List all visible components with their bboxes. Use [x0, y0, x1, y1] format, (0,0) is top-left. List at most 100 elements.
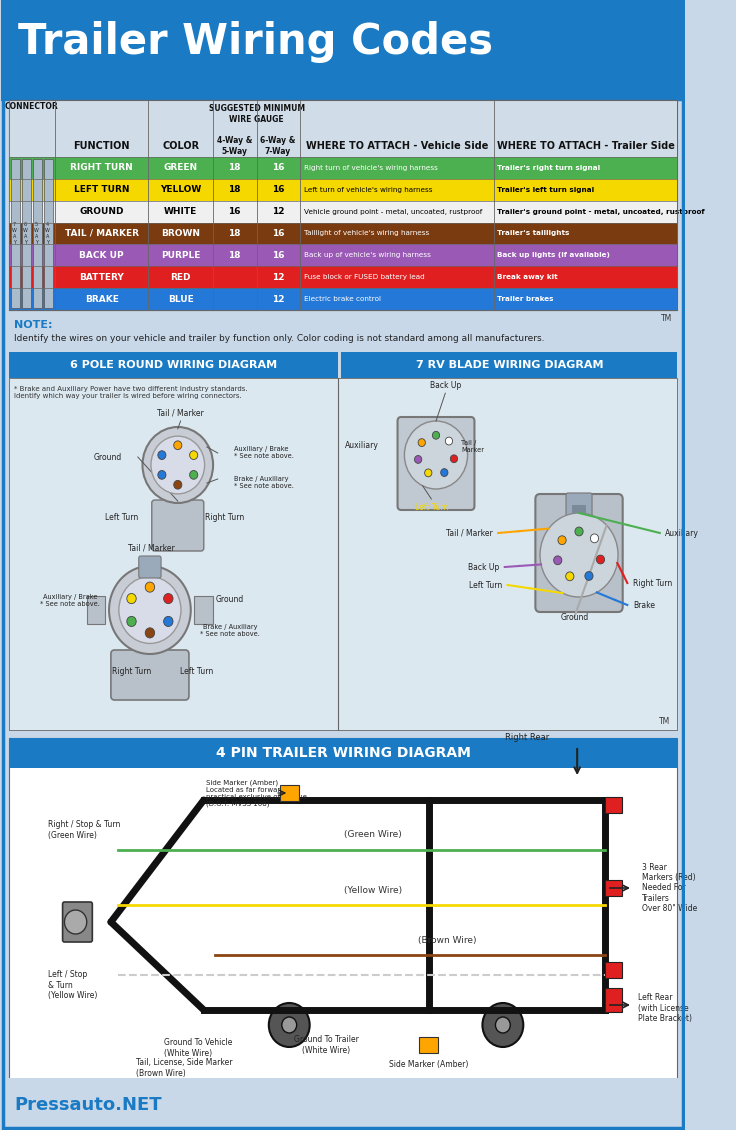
- Text: RED: RED: [170, 272, 191, 281]
- Text: 18: 18: [228, 251, 241, 260]
- Text: Tail / Marker: Tail / Marker: [128, 544, 175, 553]
- Circle shape: [158, 470, 166, 479]
- Text: Ground: Ground: [560, 612, 589, 622]
- Text: Identify the wires on your vehicle and trailer by function only. Color coding is: Identify the wires on your vehicle and t…: [14, 334, 545, 344]
- Text: Fuse block or FUSED battery lead: Fuse block or FUSED battery lead: [304, 275, 425, 280]
- FancyBboxPatch shape: [139, 556, 161, 579]
- Circle shape: [590, 534, 598, 542]
- Text: (Brown Wire): (Brown Wire): [418, 936, 476, 945]
- Circle shape: [145, 628, 155, 638]
- Text: LEFT TURN: LEFT TURN: [74, 185, 130, 194]
- Text: 7
W
A
Y: 7 W A Y: [12, 223, 17, 245]
- Circle shape: [558, 536, 566, 545]
- Text: 18: 18: [228, 164, 241, 173]
- Text: Left Turn: Left Turn: [414, 503, 448, 512]
- Bar: [9, 99, 678, 134]
- Bar: [280, 785, 299, 801]
- Text: Trailer's ground point - metal, uncoated, rustproof: Trailer's ground point - metal, uncoated…: [498, 209, 705, 215]
- Circle shape: [65, 910, 87, 935]
- Bar: [572, 505, 587, 513]
- Text: Ground To Trailer
(White Wire): Ground To Trailer (White Wire): [294, 1035, 359, 1054]
- Text: PURPLE: PURPLE: [161, 251, 200, 260]
- Bar: [1, 0, 685, 99]
- Bar: [10, 159, 20, 308]
- Bar: [9, 201, 678, 223]
- Circle shape: [118, 576, 181, 643]
- Bar: [9, 244, 678, 267]
- Circle shape: [450, 455, 458, 462]
- Text: Side Marker (Amber): Side Marker (Amber): [389, 1060, 468, 1069]
- Bar: [22, 159, 31, 308]
- Bar: [342, 353, 678, 379]
- FancyBboxPatch shape: [566, 493, 592, 519]
- Circle shape: [425, 469, 432, 477]
- Circle shape: [143, 427, 213, 503]
- Text: 18: 18: [228, 185, 241, 194]
- Bar: [9, 223, 678, 244]
- Bar: [605, 797, 622, 812]
- Text: Trailer brakes: Trailer brakes: [498, 296, 553, 302]
- Circle shape: [432, 432, 439, 440]
- Text: BACK UP: BACK UP: [79, 251, 124, 260]
- Text: Auxiliary: Auxiliary: [665, 529, 699, 538]
- Text: Brake / Auxiliary
* See note above.: Brake / Auxiliary * See note above.: [200, 624, 260, 636]
- Text: Right / Stop & Turn
(Green Wire): Right / Stop & Turn (Green Wire): [48, 820, 120, 840]
- Text: Ground To Vehicle
(White Wire): Ground To Vehicle (White Wire): [164, 1038, 233, 1058]
- Circle shape: [190, 470, 198, 479]
- Text: Left / Stop
& Turn
(Yellow Wire): Left / Stop & Turn (Yellow Wire): [48, 970, 97, 1000]
- Text: 4 PIN TRAILER WIRING DIAGRAM: 4 PIN TRAILER WIRING DIAGRAM: [216, 746, 470, 760]
- Text: GREEN: GREEN: [163, 164, 198, 173]
- Text: 6-Way &
7-Way: 6-Way & 7-Way: [261, 137, 296, 156]
- Circle shape: [269, 1003, 310, 1048]
- Text: BRAKE: BRAKE: [85, 295, 118, 304]
- Text: WHITE: WHITE: [164, 207, 197, 216]
- Bar: [33, 159, 42, 308]
- Circle shape: [495, 1017, 510, 1033]
- Circle shape: [414, 455, 422, 463]
- Text: Auxiliary: Auxiliary: [344, 441, 378, 450]
- FancyBboxPatch shape: [397, 417, 475, 510]
- Circle shape: [163, 593, 173, 603]
- Text: 12: 12: [272, 272, 284, 281]
- Text: Right Turn: Right Turn: [633, 579, 672, 588]
- Bar: [605, 880, 622, 896]
- Text: BROWN: BROWN: [161, 229, 200, 238]
- Bar: [44, 159, 53, 308]
- Text: 4-Way &
5-Way: 4-Way & 5-Way: [216, 137, 252, 156]
- Text: Auxiliary / Brake
* See note above.: Auxiliary / Brake * See note above.: [233, 446, 294, 460]
- Text: Right Turn: Right Turn: [112, 668, 151, 677]
- Text: Right turn of vehicle's wiring harness: Right turn of vehicle's wiring harness: [304, 165, 438, 171]
- Bar: [194, 596, 213, 624]
- Text: 12: 12: [272, 295, 284, 304]
- Text: Back Up: Back Up: [430, 381, 461, 390]
- Circle shape: [174, 441, 182, 450]
- Text: Tail / Marker: Tail / Marker: [158, 409, 204, 417]
- Text: Left Turn: Left Turn: [469, 581, 502, 590]
- Text: Trailer Wiring Codes: Trailer Wiring Codes: [18, 21, 493, 63]
- Text: Right Turn: Right Turn: [205, 513, 244, 522]
- Text: 3 Rear
Markers (Red)
Needed For
Trailers
Over 80" Wide: 3 Rear Markers (Red) Needed For Trailers…: [643, 862, 698, 913]
- Text: GROUND: GROUND: [79, 207, 124, 216]
- Text: Ground: Ground: [93, 452, 122, 461]
- Circle shape: [553, 556, 562, 565]
- Circle shape: [127, 593, 136, 603]
- Text: Left Turn: Left Turn: [180, 668, 213, 677]
- Circle shape: [404, 421, 467, 489]
- Bar: [420, 1037, 438, 1053]
- Text: 12: 12: [272, 207, 284, 216]
- FancyBboxPatch shape: [111, 650, 189, 699]
- Text: CONNECTOR: CONNECTOR: [5, 102, 59, 111]
- Circle shape: [190, 451, 198, 460]
- Bar: [9, 179, 678, 201]
- Text: Left Rear
(with License
Plate Bracket): Left Rear (with License Plate Bracket): [637, 993, 692, 1023]
- Circle shape: [585, 572, 593, 581]
- Text: BATTERY: BATTERY: [79, 272, 124, 281]
- Text: * Brake and Auxiliary Power have two different industry standards.
Identify whic: * Brake and Auxiliary Power have two dif…: [14, 386, 248, 399]
- Text: Pressauto.NET: Pressauto.NET: [14, 1096, 162, 1114]
- Bar: [87, 596, 105, 624]
- Bar: [9, 738, 678, 768]
- Bar: [9, 157, 678, 179]
- Circle shape: [163, 616, 173, 626]
- Text: Trailer's right turn signal: Trailer's right turn signal: [498, 165, 601, 171]
- Text: Trailer's left turn signal: Trailer's left turn signal: [498, 186, 595, 193]
